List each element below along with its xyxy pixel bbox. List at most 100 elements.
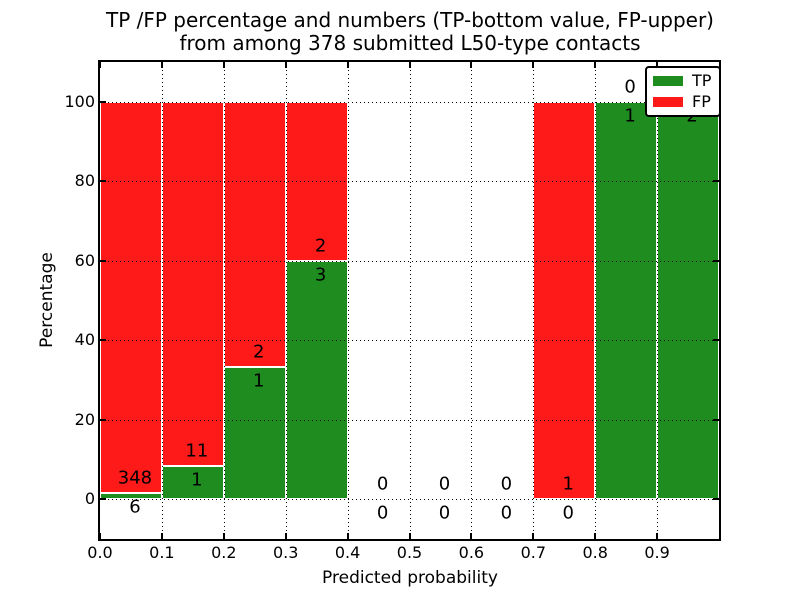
gridline-horizontal <box>100 340 719 342</box>
gridline-horizontal <box>100 499 719 501</box>
count-label-tp: 0 <box>438 502 451 524</box>
count-label-tp: 0 <box>376 502 389 524</box>
bar-segment-tp <box>223 366 286 500</box>
y-tick-label: 0 <box>84 489 95 509</box>
x-tick-mark-bottom <box>346 533 349 539</box>
gridline-horizontal <box>100 419 719 421</box>
gridline-horizontal <box>100 181 719 183</box>
gridline-vertical <box>409 62 411 539</box>
gridline-vertical <box>533 62 535 539</box>
count-label-fp: 1 <box>562 473 574 495</box>
x-tick-mark-top <box>99 62 101 68</box>
x-tick-label: 0.1 <box>149 543 175 562</box>
bar-segment-fp <box>223 101 286 367</box>
count-label-fp: 0 <box>500 473 513 495</box>
bar-segment-tp <box>285 260 348 500</box>
x-tick-mark-bottom <box>160 533 163 539</box>
count-label-tp: 6 <box>129 496 141 517</box>
x-tick-label: 0.8 <box>582 543 608 562</box>
gridline-vertical <box>285 62 287 539</box>
count-label-fp: 2 <box>253 341 265 363</box>
x-tick-mark-top <box>222 62 225 68</box>
count-label-fp: 0 <box>438 473 451 495</box>
x-tick-label: 0.4 <box>334 543 361 562</box>
tp-swatch-icon <box>653 76 683 86</box>
x-tick-mark-top <box>594 62 597 68</box>
chart-title: TP /FP percentage and numbers (TP-bottom… <box>10 9 800 55</box>
y-tick-label: 100 <box>64 91 95 111</box>
x-tick-mark-bottom <box>656 533 659 539</box>
x-tick-mark-top <box>346 62 349 68</box>
legend-label-fp: FP <box>692 92 711 111</box>
x-tick-mark-bottom <box>470 533 473 539</box>
count-label-fp: 348 <box>117 467 153 488</box>
gridline-horizontal <box>100 101 719 103</box>
x-tick-mark-top <box>284 62 287 68</box>
y-tick-label: 20 <box>74 409 95 429</box>
x-tick-mark-bottom <box>594 533 597 539</box>
gridline-horizontal <box>100 260 719 262</box>
x-tick-mark-bottom <box>99 533 101 539</box>
x-tick-mark-bottom <box>222 533 225 539</box>
bar-segment-fp <box>100 101 162 493</box>
y-tick-mark-left <box>100 498 106 501</box>
x-tick-mark-bottom <box>284 533 287 539</box>
legend-row-fp: FP <box>653 94 711 110</box>
gridline-vertical <box>161 62 163 539</box>
count-label-fp: 2 <box>314 235 327 257</box>
bar-segment-fp <box>533 101 596 500</box>
fp-swatch-icon <box>653 97 683 107</box>
bar-segment-tp <box>100 492 162 500</box>
y-tick-label: 80 <box>74 171 95 191</box>
x-tick-mark-bottom <box>408 533 411 539</box>
gridline-vertical <box>595 62 597 539</box>
x-axis-title: Predicted probability <box>322 568 498 588</box>
chart-title-line2: from among 378 submitted L50-type contac… <box>179 31 641 55</box>
x-tick-mark-top <box>470 62 473 68</box>
bar-segment-fp <box>161 101 224 467</box>
legend-label-tp: TP <box>692 71 712 90</box>
x-tick-label: 0.6 <box>458 543 485 562</box>
gridline-vertical <box>471 62 473 539</box>
x-tick-mark-bottom <box>532 533 535 539</box>
x-tick-label: 0.5 <box>396 543 423 562</box>
gridline-vertical <box>347 62 349 539</box>
count-label-tp: 1 <box>191 469 203 491</box>
x-tick-label: 0.0 <box>87 543 113 562</box>
count-label-fp: 0 <box>624 76 636 98</box>
count-label-tp: 3 <box>314 264 327 286</box>
y-tick-label: 40 <box>74 330 95 350</box>
y-tick-mark-right <box>713 418 719 421</box>
legend-row-tp: TP <box>653 73 711 89</box>
bar-segment-tp <box>595 101 658 500</box>
y-tick-mark-left <box>100 180 106 183</box>
y-tick-label: 60 <box>74 250 95 270</box>
chart-title-line1: TP /FP percentage and numbers (TP-bottom… <box>106 8 714 32</box>
y-tick-mark-right <box>713 498 719 501</box>
y-tick-mark-right <box>713 180 719 183</box>
y-tick-mark-right <box>713 259 719 262</box>
y-tick-mark-left <box>100 418 106 421</box>
y-tick-mark-left <box>100 339 106 342</box>
count-label-fp: 0 <box>376 473 389 495</box>
count-label-tp: 0 <box>500 502 513 524</box>
x-tick-mark-top <box>160 62 163 68</box>
x-tick-mark-top <box>408 62 411 68</box>
x-tick-label: 0.9 <box>644 543 670 562</box>
y-tick-mark-left <box>100 100 106 103</box>
x-tick-label: 0.7 <box>520 543 547 562</box>
x-tick-label: 0.2 <box>211 543 237 562</box>
gridline-vertical <box>223 62 225 539</box>
count-label-fp: 11 <box>185 440 209 462</box>
x-tick-mark-top <box>656 62 659 68</box>
count-label-tp: 0 <box>562 502 574 524</box>
x-tick-label: 0.3 <box>272 543 299 562</box>
y-tick-mark-right <box>713 339 719 342</box>
gridline-vertical <box>657 62 659 539</box>
bar-segment-tp <box>657 101 719 500</box>
legend: TP FP <box>645 66 722 117</box>
x-tick-mark-top <box>532 62 535 68</box>
count-label-tp: 1 <box>624 105 636 127</box>
